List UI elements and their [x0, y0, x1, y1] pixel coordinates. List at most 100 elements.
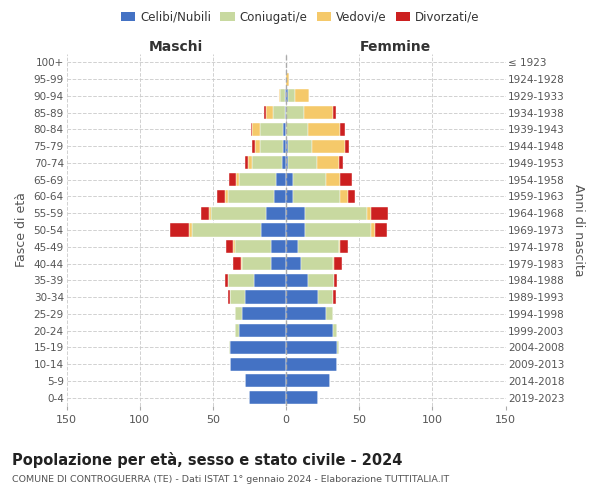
Bar — [271, 257, 286, 270]
Bar — [253, 140, 256, 152]
Bar — [318, 290, 333, 304]
Bar — [241, 257, 242, 270]
Bar — [227, 290, 230, 304]
Bar — [286, 274, 308, 287]
Y-axis label: Fasce di età: Fasce di età — [15, 192, 28, 268]
Bar — [254, 274, 286, 287]
Bar — [333, 290, 336, 304]
Bar — [286, 341, 337, 354]
Bar — [287, 140, 313, 152]
Bar — [283, 123, 286, 136]
Bar — [283, 140, 286, 152]
Bar — [229, 341, 230, 354]
Bar — [305, 206, 367, 220]
Bar — [239, 173, 276, 186]
Bar — [308, 274, 334, 287]
Bar — [286, 374, 330, 388]
Bar — [235, 324, 239, 337]
Bar — [190, 224, 193, 236]
Bar — [286, 391, 318, 404]
Bar — [284, 90, 286, 102]
Bar — [326, 173, 340, 186]
Bar — [253, 156, 281, 170]
Bar — [224, 190, 227, 203]
Bar — [236, 173, 239, 186]
Bar — [287, 90, 295, 102]
Bar — [286, 324, 333, 337]
Bar — [293, 173, 326, 186]
Bar — [317, 156, 339, 170]
Bar — [276, 173, 286, 186]
Bar — [193, 224, 261, 236]
Bar — [271, 240, 286, 254]
Bar — [305, 224, 371, 236]
Y-axis label: Anni di nascita: Anni di nascita — [572, 184, 585, 276]
Bar — [337, 341, 339, 354]
Bar — [245, 156, 248, 170]
Bar — [286, 72, 289, 86]
Bar — [211, 206, 266, 220]
Text: Popolazione per età, sesso e stato civile - 2024: Popolazione per età, sesso e stato civil… — [12, 452, 403, 468]
Bar — [230, 341, 286, 354]
Bar — [293, 190, 340, 203]
Legend: Celibi/Nubili, Coniugati/e, Vedovi/e, Divorzati/e: Celibi/Nubili, Coniugati/e, Vedovi/e, Di… — [116, 6, 484, 28]
Bar — [284, 106, 286, 119]
Bar — [286, 156, 287, 170]
Bar — [286, 173, 293, 186]
Bar — [286, 106, 304, 119]
Bar — [230, 290, 245, 304]
Bar — [281, 156, 286, 170]
Bar — [233, 240, 235, 254]
Bar — [334, 257, 341, 270]
Bar — [339, 240, 340, 254]
Bar — [273, 106, 284, 119]
Bar — [286, 140, 287, 152]
Bar — [286, 123, 308, 136]
Bar — [367, 206, 371, 220]
Bar — [209, 206, 211, 220]
Bar — [295, 90, 310, 102]
Bar — [333, 257, 334, 270]
Bar — [340, 190, 347, 203]
Bar — [340, 173, 352, 186]
Bar — [239, 324, 286, 337]
Bar — [227, 190, 274, 203]
Bar — [340, 240, 347, 254]
Bar — [201, 206, 209, 220]
Bar — [251, 123, 253, 136]
Bar — [287, 156, 317, 170]
Bar — [298, 240, 339, 254]
Bar — [371, 206, 388, 220]
Bar — [248, 156, 253, 170]
Text: Maschi: Maschi — [149, 40, 203, 54]
Bar — [347, 190, 355, 203]
Bar — [242, 308, 286, 320]
Bar — [242, 257, 271, 270]
Bar — [233, 257, 241, 270]
Bar — [376, 224, 387, 236]
Bar — [333, 106, 336, 119]
Bar — [224, 274, 227, 287]
Bar — [260, 140, 283, 152]
Bar — [250, 391, 286, 404]
Bar — [340, 123, 344, 136]
Bar — [344, 140, 349, 152]
Bar — [256, 140, 260, 152]
Bar — [274, 190, 286, 203]
Bar — [170, 224, 190, 236]
Bar — [308, 123, 340, 136]
Text: COMUNE DI CONTROGUERRA (TE) - Dati ISTAT 1° gennaio 2024 - Elaborazione TUTTITAL: COMUNE DI CONTROGUERRA (TE) - Dati ISTAT… — [12, 475, 449, 484]
Bar — [260, 123, 283, 136]
Bar — [304, 106, 333, 119]
Bar — [286, 358, 337, 370]
Bar — [286, 240, 298, 254]
Bar — [286, 224, 305, 236]
Bar — [334, 274, 337, 287]
Bar — [229, 173, 236, 186]
Text: Femmine: Femmine — [360, 40, 431, 54]
Bar — [339, 156, 343, 170]
Bar — [264, 106, 266, 119]
Bar — [286, 308, 326, 320]
Bar — [313, 140, 344, 152]
Bar — [261, 224, 286, 236]
